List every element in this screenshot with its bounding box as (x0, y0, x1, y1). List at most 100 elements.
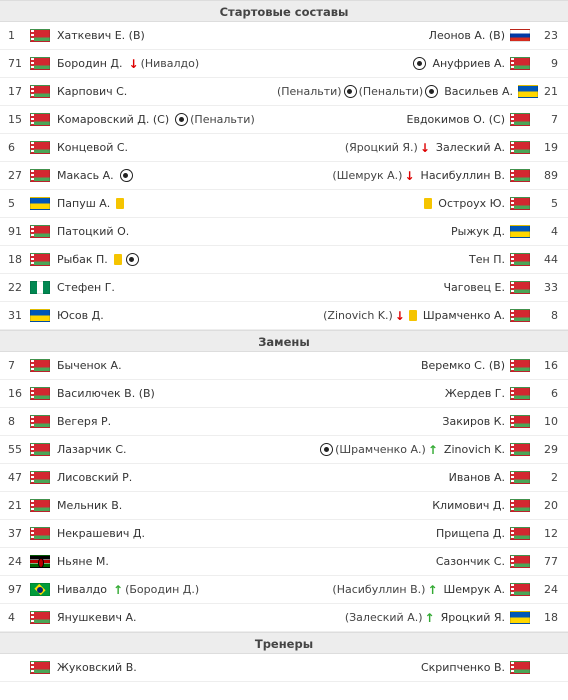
player-name[interactable]: Вегеря Р. (57, 415, 112, 428)
lineup-row: 97 Нивалдо ↑ (Бородин Д.) (Насибуллин В.) ↑ Ше… (0, 576, 568, 604)
flag-by-icon (30, 661, 50, 674)
flag-by-icon (30, 169, 50, 182)
player-name[interactable]: Скрипченко В. (420, 661, 505, 674)
flag-by-icon (510, 57, 530, 70)
player-name[interactable]: Zinovich K. (443, 443, 505, 456)
player-name[interactable]: Остроух Ю. (438, 197, 505, 210)
player-number: 19 (544, 141, 558, 154)
player-name[interactable]: Веремко С. (В) (420, 359, 505, 372)
lineup-row: 27 Макась А. (Шемрук А.) ↓ Насибуллин В. 89 (0, 162, 568, 190)
lineup-row: Жуковский В. Скрипченко В. (0, 654, 568, 682)
lineup-row: 71 Бородин Д. ↓ (Нивалдо) Ануфриев А. 9 (0, 50, 568, 78)
lineup-row: 21 Мельник В. Климович Д. 20 (0, 492, 568, 520)
sub-player-note: (Шрамченко А.) (335, 443, 426, 456)
player-name[interactable]: Комаровский Д. (С) (57, 113, 170, 126)
away-player: (Залеский А.) ↑ Яроцкий Я. 18 (284, 604, 568, 631)
player-name[interactable]: Яроцкий Я. (440, 611, 505, 624)
player-name[interactable]: Ньяне М. (57, 555, 109, 568)
player-events: (Яроцкий Я.) ↓ (345, 141, 432, 155)
away-player: Веремко С. (В) 16 (284, 352, 568, 379)
home-player: 1 Хаткевич Е. (В) (0, 22, 284, 49)
player-name[interactable]: Евдокимов О. (С) (406, 113, 505, 126)
player-name[interactable]: Рыбак П. (57, 253, 108, 266)
player-name[interactable]: Сазончик С. (435, 555, 505, 568)
player-name[interactable]: Бородин Д. (57, 57, 123, 70)
flag-by-icon (30, 57, 50, 70)
player-number: 2 (551, 471, 558, 484)
lineup-row: 4 Янушкевич А. (Залеский А.) ↑ Яроцкий Я. 18 (0, 604, 568, 632)
flag-by-icon (510, 281, 530, 294)
player-name[interactable]: Мельник В. (57, 499, 123, 512)
player-name[interactable]: Жуковский В. (57, 661, 137, 674)
player-name[interactable]: Концевой С. (57, 141, 129, 154)
lineup-row: 91 Патоцкий О. Рыжук Д. 4 (0, 218, 568, 246)
flag-by-icon (30, 499, 50, 512)
player-number: 5 (8, 197, 15, 210)
player-events (118, 169, 135, 182)
player-name[interactable]: Васильев А. (444, 85, 513, 98)
goal-ball-icon (119, 169, 133, 182)
flag-by-icon (30, 527, 50, 540)
player-number: 18 (544, 611, 558, 624)
player-name[interactable]: Насибуллин В. (420, 169, 505, 182)
player-name[interactable]: Шемрук А. (443, 583, 505, 596)
player-name[interactable]: Тен П. (469, 253, 505, 266)
player-name[interactable]: Рыжук Д. (451, 225, 505, 238)
player-name[interactable]: Лисовский Р. (57, 471, 133, 484)
home-player: 5 Папуш А. (0, 190, 284, 217)
player-name[interactable]: Хаткевич Е. (В) (57, 29, 145, 42)
player-number: 71 (8, 57, 22, 70)
flag-by-icon (30, 387, 50, 400)
player-name[interactable]: Василючек В. (В) (57, 387, 155, 400)
player-name[interactable]: Залеский А. (435, 141, 505, 154)
player-name[interactable]: Папуш А. (57, 197, 111, 210)
flag-by-icon (510, 443, 530, 456)
player-name[interactable]: Закиров К. (442, 415, 505, 428)
home-player: 37 Некрашевич Д. (0, 520, 284, 547)
player-events: (Залеский А.) ↑ (345, 611, 437, 625)
player-number: 5 (551, 197, 558, 210)
player-number: 47 (8, 471, 22, 484)
flag-ua-icon (30, 197, 50, 210)
player-name[interactable]: Карпович С. (57, 85, 128, 98)
player-name[interactable]: Макась А. (57, 169, 114, 182)
home-player: 6 Концевой С. (0, 134, 284, 161)
home-player: 16 Василючек В. (В) (0, 380, 284, 407)
flag-by-icon (510, 197, 530, 210)
player-events: (Шемрук А.) ↓ (332, 169, 416, 183)
player-name[interactable]: Патоцкий О. (57, 225, 130, 238)
sub-out-arrow-icon: ↓ (394, 308, 405, 323)
sub-out-arrow-icon: ↓ (404, 168, 415, 183)
player-name[interactable]: Лазарчик С. (57, 443, 127, 456)
lineup-row: 16 Василючек В. (В) Жердев Г. 6 (0, 380, 568, 408)
player-name[interactable]: Жердев Г. (444, 387, 505, 400)
home-player: 22 Стефен Г. (0, 274, 284, 301)
flag-ua-icon (510, 611, 530, 624)
player-name[interactable]: Нивалдо (57, 583, 108, 596)
player-name[interactable]: Иванов А. (448, 471, 505, 484)
player-events (112, 253, 141, 266)
player-name[interactable]: Чаговец Е. (443, 281, 505, 294)
player-name[interactable]: Быченок А. (57, 359, 122, 372)
flag-ua-icon (518, 85, 538, 98)
player-number: 4 (551, 225, 558, 238)
lineup-row: 1 Хаткевич Е. (В) Леонов А. (В) 23 (0, 22, 568, 50)
player-number: 37 (8, 527, 22, 540)
player-number: 21 (544, 85, 558, 98)
player-name[interactable]: Прищепа Д. (435, 527, 505, 540)
flag-ua-icon (510, 225, 530, 238)
player-name[interactable]: Климович Д. (432, 499, 505, 512)
player-name[interactable]: Ануфриев А. (432, 57, 505, 70)
player-name[interactable]: Юсов Д. (57, 309, 104, 322)
flag-by-icon (510, 471, 530, 484)
player-name[interactable]: Шрамченко А. (422, 309, 505, 322)
sub-player-note: (Насибуллин В.) (332, 583, 426, 596)
coaches-list: Жуковский В. Скрипченко В. (0, 654, 568, 682)
player-name[interactable]: Стефен Г. (57, 281, 115, 294)
player-name[interactable]: Янушкевич А. (57, 611, 137, 624)
away-player: Прищепа Д. 12 (284, 520, 568, 547)
player-name[interactable]: Леонов А. (В) (428, 29, 505, 42)
player-number: 15 (8, 113, 22, 126)
flag-by-icon (30, 359, 50, 372)
player-name[interactable]: Некрашевич Д. (57, 527, 145, 540)
